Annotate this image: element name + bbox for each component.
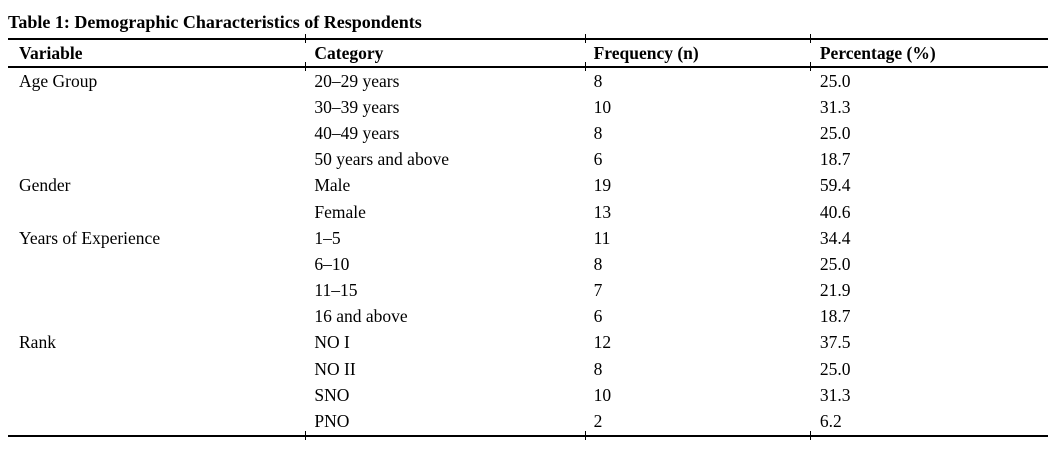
cell-frequency: 6 bbox=[593, 306, 603, 327]
cell-percentage: 18.7 bbox=[819, 149, 851, 170]
table-row: Years of Experience 1–5 11 34.4 bbox=[8, 225, 1048, 251]
cell-percentage: 31.3 bbox=[819, 96, 851, 117]
cell-variable bbox=[8, 382, 303, 408]
table-row: NO II 8 25.0 bbox=[8, 356, 1048, 382]
cell-frequency: 10 bbox=[593, 384, 612, 405]
cell-category: NO II bbox=[314, 358, 356, 379]
cell-category: 20–29 years bbox=[314, 70, 400, 91]
column-divider-tick bbox=[810, 431, 812, 440]
column-header-percentage: Percentage (%) bbox=[819, 42, 936, 63]
cell-category: 40–49 years bbox=[314, 122, 400, 143]
cell-variable bbox=[8, 408, 303, 435]
table-header-row: Variable Category Frequency (n) Percenta… bbox=[8, 39, 1048, 67]
cell-variable bbox=[8, 278, 303, 304]
table-row: 11–15 7 21.9 bbox=[8, 278, 1048, 304]
cell-percentage: 59.4 bbox=[819, 175, 851, 196]
cell-frequency: 19 bbox=[593, 175, 612, 196]
cell-variable: Rank bbox=[19, 332, 56, 353]
cell-percentage: 25.0 bbox=[819, 253, 851, 274]
cell-category: NO I bbox=[314, 332, 350, 353]
cell-variable bbox=[8, 356, 303, 382]
table-row: SNO 10 31.3 bbox=[8, 382, 1048, 408]
column-divider-tick bbox=[305, 62, 307, 71]
cell-category: 1–5 bbox=[314, 227, 341, 248]
table-row: 50 years and above 6 18.7 bbox=[8, 147, 1048, 173]
cell-category: PNO bbox=[314, 411, 350, 432]
cell-variable bbox=[8, 251, 303, 277]
table-row: Female 13 40.6 bbox=[8, 199, 1048, 225]
demographics-table: Variable Category Frequency (n) Percenta… bbox=[8, 38, 1048, 437]
cell-percentage: 34.4 bbox=[819, 227, 851, 248]
table-body: Age Group 20–29 years 8 25.0 30–39 years 10 31… bbox=[8, 67, 1048, 436]
cell-category: 30–39 years bbox=[314, 96, 400, 117]
cell-variable bbox=[8, 94, 303, 120]
cell-percentage: 21.9 bbox=[819, 280, 851, 301]
cell-category: Female bbox=[314, 201, 366, 222]
cell-variable bbox=[8, 304, 303, 330]
cell-frequency: 12 bbox=[593, 332, 612, 353]
cell-frequency: 11 bbox=[593, 227, 611, 248]
cell-variable: Gender bbox=[19, 175, 71, 196]
cell-frequency: 8 bbox=[593, 70, 603, 91]
cell-percentage: 31.3 bbox=[819, 384, 851, 405]
cell-frequency: 6 bbox=[593, 149, 603, 170]
cell-frequency: 13 bbox=[593, 201, 612, 222]
cell-variable: Age Group bbox=[19, 70, 98, 91]
table-row: 30–39 years 10 31.3 bbox=[8, 94, 1048, 120]
column-divider-tick bbox=[810, 62, 812, 71]
cell-variable: Years of Experience bbox=[19, 227, 161, 248]
table-row: Rank NO I 12 37.5 bbox=[8, 330, 1048, 356]
table-row: 40–49 years 8 25.0 bbox=[8, 120, 1048, 146]
cell-frequency: 2 bbox=[593, 411, 603, 432]
cell-percentage: 18.7 bbox=[819, 306, 851, 327]
column-divider-tick bbox=[305, 34, 307, 43]
table-row: Age Group 20–29 years 8 25.0 bbox=[8, 67, 1048, 94]
cell-percentage: 25.0 bbox=[819, 358, 851, 379]
column-header-category: Category bbox=[314, 42, 384, 63]
cell-frequency: 8 bbox=[593, 122, 603, 143]
cell-percentage: 25.0 bbox=[819, 70, 851, 91]
column-divider-tick bbox=[810, 34, 812, 43]
cell-category: 16 and above bbox=[314, 306, 408, 327]
cell-category: 6–10 bbox=[314, 253, 350, 274]
cell-category: 50 years and above bbox=[314, 149, 449, 170]
cell-percentage: 25.0 bbox=[819, 122, 851, 143]
cell-category: Male bbox=[314, 175, 351, 196]
column-divider-tick bbox=[585, 62, 587, 71]
cell-variable bbox=[8, 199, 303, 225]
cell-frequency: 8 bbox=[593, 358, 603, 379]
column-divider-tick bbox=[585, 34, 587, 43]
cell-category: 11–15 bbox=[314, 280, 358, 301]
cell-category: SNO bbox=[314, 384, 350, 405]
cell-frequency: 10 bbox=[593, 96, 612, 117]
cell-percentage: 40.6 bbox=[819, 201, 851, 222]
column-header-frequency: Frequency (n) bbox=[593, 42, 699, 63]
cell-variable bbox=[8, 120, 303, 146]
cell-percentage: 37.5 bbox=[819, 332, 851, 353]
table-row: 6–10 8 25.0 bbox=[8, 251, 1048, 277]
column-header-variable: Variable bbox=[19, 42, 83, 63]
column-divider-tick bbox=[585, 431, 587, 440]
table-title: Table 1: Demographic Characteristics of … bbox=[8, 12, 422, 32]
cell-variable bbox=[8, 147, 303, 173]
table-row: PNO 2 6.2 bbox=[8, 408, 1048, 435]
cell-frequency: 7 bbox=[593, 280, 603, 301]
cell-frequency: 8 bbox=[593, 253, 603, 274]
cell-percentage: 6.2 bbox=[819, 411, 842, 432]
table-header: Variable Category Frequency (n) Percenta… bbox=[8, 39, 1048, 67]
table-row: 16 and above 6 18.7 bbox=[8, 304, 1048, 330]
column-divider-tick bbox=[305, 431, 307, 440]
table-row: Gender Male 19 59.4 bbox=[8, 173, 1048, 199]
